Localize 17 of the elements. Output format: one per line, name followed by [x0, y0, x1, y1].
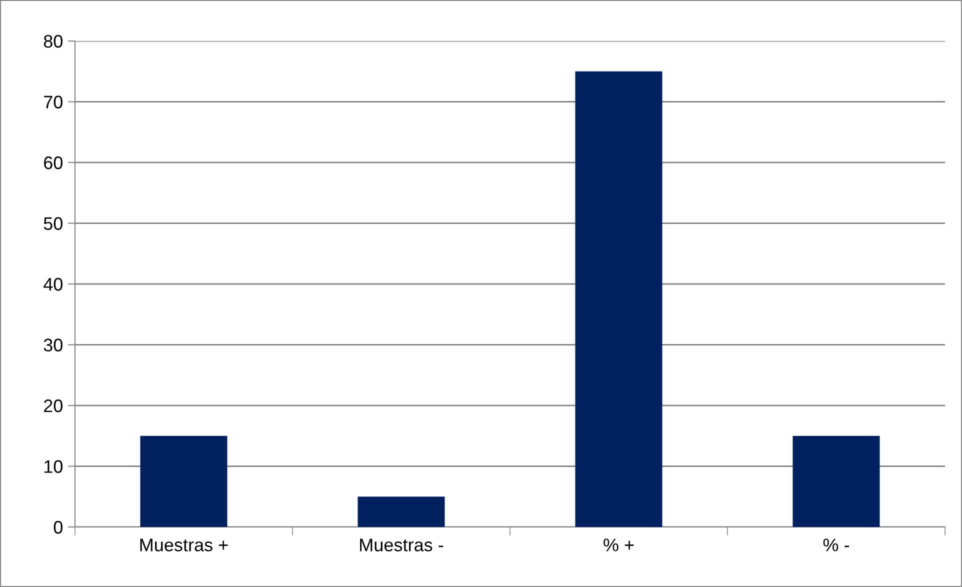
- y-tick-label: 50: [44, 217, 62, 230]
- x-tick-label: Muestras -: [360, 538, 444, 552]
- y-tick-label: 40: [44, 278, 62, 291]
- y-tick-label: 10: [44, 460, 62, 473]
- y-tick-label: 0: [54, 520, 62, 534]
- y-tick-label: 70: [44, 96, 62, 108]
- bar: [792, 436, 880, 527]
- y-tick-label: 80: [44, 34, 62, 48]
- bar: [140, 436, 228, 527]
- x-tick-label: % +: [604, 538, 634, 552]
- y-tick-label: 20: [44, 399, 62, 412]
- x-tick-label: Muestras +: [140, 538, 228, 552]
- bar: [575, 71, 662, 527]
- y-tick-label: 30: [44, 338, 62, 352]
- y-tick-label: 60: [44, 156, 62, 170]
- x-tick-label: % -: [823, 538, 849, 552]
- bar: [358, 496, 445, 527]
